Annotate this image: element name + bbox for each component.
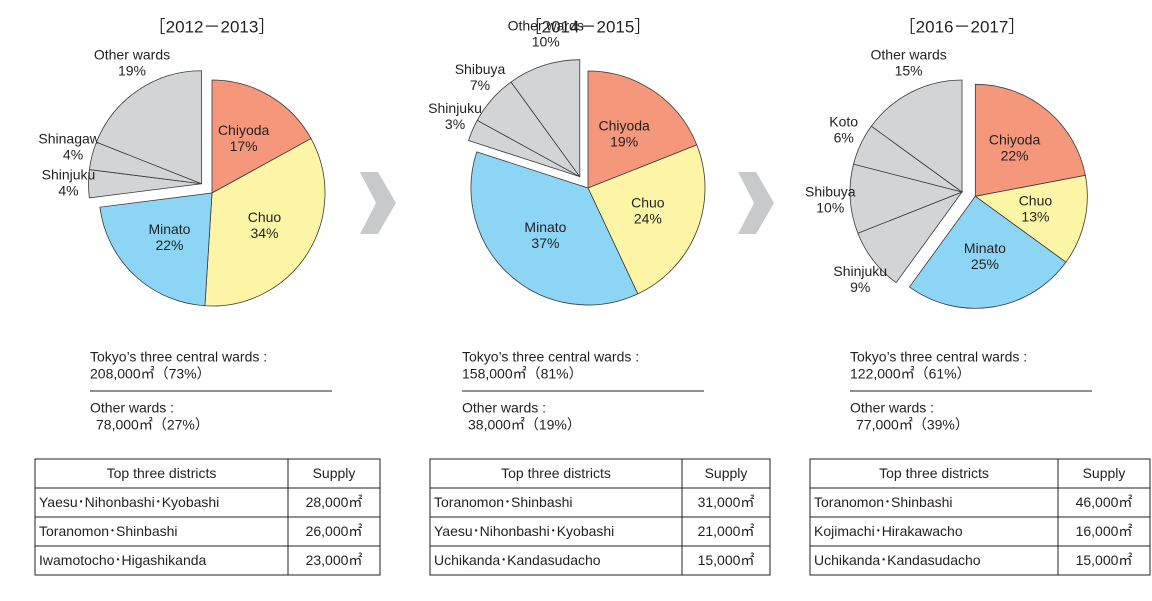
slice-value-label: 24%: [634, 210, 662, 226]
chart-title: ［2012－2013］: [149, 17, 276, 36]
slice-value-label: 37%: [531, 235, 559, 251]
table-cell: Toranomon･Shinbashi: [434, 494, 573, 510]
table-cell: Yaesu･Nihonbashi･Kyobashi: [434, 523, 614, 539]
slice-value-label: 15%: [895, 62, 923, 78]
slice-label: Minato: [148, 221, 190, 237]
slice-value-label: 13%: [1021, 208, 1049, 224]
table-header: Top three districts: [107, 465, 217, 481]
pie-slice: [95, 70, 202, 185]
slice-label: Other wards: [508, 18, 584, 34]
slice-value-label: 10%: [532, 34, 560, 50]
slice-value-label: 4%: [63, 146, 83, 162]
summary-label: Tokyo’s three central wards :: [90, 349, 267, 365]
summary-label: Other wards :: [90, 400, 174, 416]
slice-value-label: 10%: [816, 200, 844, 216]
summary-value: 78,000㎡（27%）: [96, 417, 209, 433]
slice-label: Chiyoda: [989, 132, 1041, 148]
pie-slice: [587, 144, 706, 295]
slice-value-label: 22%: [1001, 148, 1029, 164]
slice-label: Chiyoda: [218, 122, 270, 138]
table-header: Top three districts: [879, 465, 989, 481]
slice-label: Chuo: [631, 194, 665, 210]
pie-slice: [510, 59, 581, 178]
table-cell: 28,000㎡: [306, 494, 363, 510]
summary-label: Other wards :: [850, 400, 934, 416]
slice-value-label: 17%: [230, 138, 258, 154]
slice-label: Other wards: [94, 47, 170, 63]
summary-value: 38,000㎡（19%）: [468, 417, 581, 433]
slice-value-label: 22%: [155, 237, 183, 253]
slice-label: Minato: [524, 219, 566, 235]
table-cell: Yaesu･Nihonbashi･Kyobashi: [39, 494, 219, 510]
table-header: Supply: [313, 465, 356, 481]
table-cell: 46,000㎡: [1076, 494, 1133, 510]
table-header: Supply: [705, 465, 748, 481]
slice-value-label: 25%: [971, 256, 999, 272]
slice-label: Shinjuku: [428, 100, 482, 116]
table-header: Supply: [1083, 465, 1126, 481]
slice-label: Shibuya: [805, 184, 856, 200]
pie-slice: [908, 195, 1067, 309]
slice-value-label: 19%: [610, 133, 638, 149]
slice-value-label: 9%: [850, 279, 870, 295]
pie-slice: [974, 83, 1086, 197]
slice-value-label: 7%: [470, 77, 490, 93]
slice-label: Minato: [964, 240, 1006, 256]
table-cell: Kojimachi･Hirakawacho: [814, 523, 963, 539]
chart-title: ［2014－2015］: [525, 17, 652, 36]
slice-value-label: 4%: [58, 182, 78, 198]
slice-label: Chiyoda: [598, 117, 650, 133]
slice-label: Chuo: [248, 209, 282, 225]
table-header: Top three districts: [501, 465, 611, 481]
slice-label: Other wards: [871, 46, 947, 62]
summary-value: 77,000㎡（39%）: [856, 417, 969, 433]
slice-label: Shinjuku: [42, 166, 96, 182]
summary-value: 122,000㎡（61%）: [850, 366, 971, 382]
arrow: [360, 172, 396, 234]
table-cell: 23,000㎡: [306, 552, 363, 568]
pie-slice: [211, 79, 312, 194]
table-cell: 15,000㎡: [698, 552, 755, 568]
summary-value: 158,000㎡（81%）: [462, 366, 583, 382]
pie-slice: [99, 192, 213, 307]
chart-title: ［2016－2017］: [899, 17, 1026, 36]
table-cell: 31,000㎡: [698, 494, 755, 510]
slice-label: Chuo: [1019, 192, 1053, 208]
pie-slice: [587, 70, 698, 189]
pie-slice: [204, 138, 326, 307]
table-cell: Uchikanda･Kandasudacho: [814, 552, 981, 568]
slice-value-label: 34%: [250, 225, 278, 241]
slice-value-label: 19%: [118, 63, 146, 79]
summary-label: Tokyo’s three central wards :: [462, 349, 639, 365]
table-cell: 21,000㎡: [698, 523, 755, 539]
slice-value-label: 3%: [445, 116, 465, 132]
arrow: [738, 172, 774, 234]
table-cell: Toranomon･Shinbashi: [814, 494, 953, 510]
pie-slice: [470, 151, 639, 306]
summary-value: 208,000㎡（73%）: [90, 366, 211, 382]
pie-slice: [870, 79, 963, 193]
table-cell: Uchikanda･Kandasudacho: [434, 552, 601, 568]
slice-label: Koto: [829, 113, 858, 129]
table-cell: 26,000㎡: [306, 523, 363, 539]
table-cell: 16,000㎡: [1076, 523, 1133, 539]
summary-label: Tokyo’s three central wards :: [850, 349, 1027, 365]
slice-label: Shinjuku: [833, 263, 887, 279]
slice-value-label: 6%: [834, 129, 854, 145]
slice-label: Shinagawa: [38, 130, 107, 146]
slice-label: Shibuya: [455, 61, 506, 77]
summary-label: Other wards :: [462, 400, 546, 416]
pie-slice: [974, 174, 1088, 263]
table-cell: 15,000㎡: [1076, 552, 1133, 568]
table-cell: Toranomon･Shinbashi: [39, 523, 178, 539]
table-cell: Iwamotocho･Higashikanda: [39, 552, 207, 568]
